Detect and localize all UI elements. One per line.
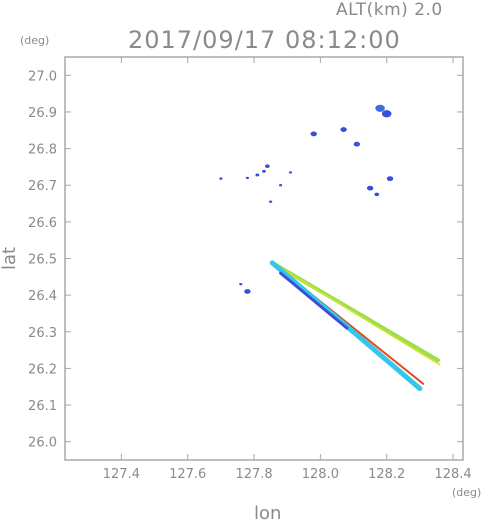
echo-point (278, 184, 283, 187)
y-tick-label: 26.7 (28, 179, 57, 194)
y-tick-label: 26.9 (28, 106, 57, 121)
x-axis-unit: (deg) (452, 486, 482, 499)
echo-point (375, 104, 385, 112)
x-tick-label: 127.6 (169, 467, 206, 482)
x-tick-label: 128.2 (368, 467, 405, 482)
echo-point (262, 169, 266, 173)
echo-point (219, 177, 223, 180)
echo-point (310, 131, 317, 137)
echo-point (353, 141, 361, 147)
y-tick-label: 26.2 (28, 362, 57, 377)
x-tick-label: 127.8 (235, 467, 272, 482)
y-axis-unit: (deg) (20, 34, 50, 47)
x-tick-label: 128.0 (302, 467, 339, 482)
y-tick-label: 27.0 (28, 69, 57, 84)
echo-point (239, 282, 243, 286)
echo-point (374, 192, 380, 197)
echo-ray (279, 271, 349, 330)
y-tick-label: 26.0 (28, 436, 57, 451)
echo-point (366, 185, 374, 191)
altitude-label: ALT(km) 2.0 (336, 0, 443, 20)
x-tick-label: 128.4 (434, 467, 471, 482)
x-axis-label: lon (254, 503, 282, 524)
ray-group (269, 260, 441, 392)
y-tick-label: 26.8 (28, 143, 57, 158)
echo-point (288, 171, 293, 174)
chart-title-datetime: 2017/09/17 08:12:00 (128, 26, 401, 54)
echo-point (264, 164, 270, 168)
echo-point (269, 200, 273, 203)
echo-point (340, 127, 347, 132)
echo-point (245, 176, 250, 180)
plot-frame (64, 56, 464, 461)
tick-group: 26.0 26.1 26.2 26.3 26.4 26.5 26.6 26.7 26.8 26.9… (28, 57, 472, 482)
echo-point (386, 176, 394, 182)
echo-point (381, 110, 392, 118)
echo-ray (271, 262, 441, 366)
y-tick-label: 26.3 (28, 326, 57, 341)
y-tick-label: 26.5 (28, 253, 57, 268)
y-tick-label: 26.1 (28, 399, 57, 414)
x-tick-label: 127.4 (103, 467, 140, 482)
echo-point (255, 173, 260, 177)
echo-cluster-group (219, 104, 394, 294)
y-tick-label: 26.4 (28, 289, 57, 304)
y-tick-label: 26.6 (28, 216, 57, 231)
echo-point (244, 289, 251, 294)
